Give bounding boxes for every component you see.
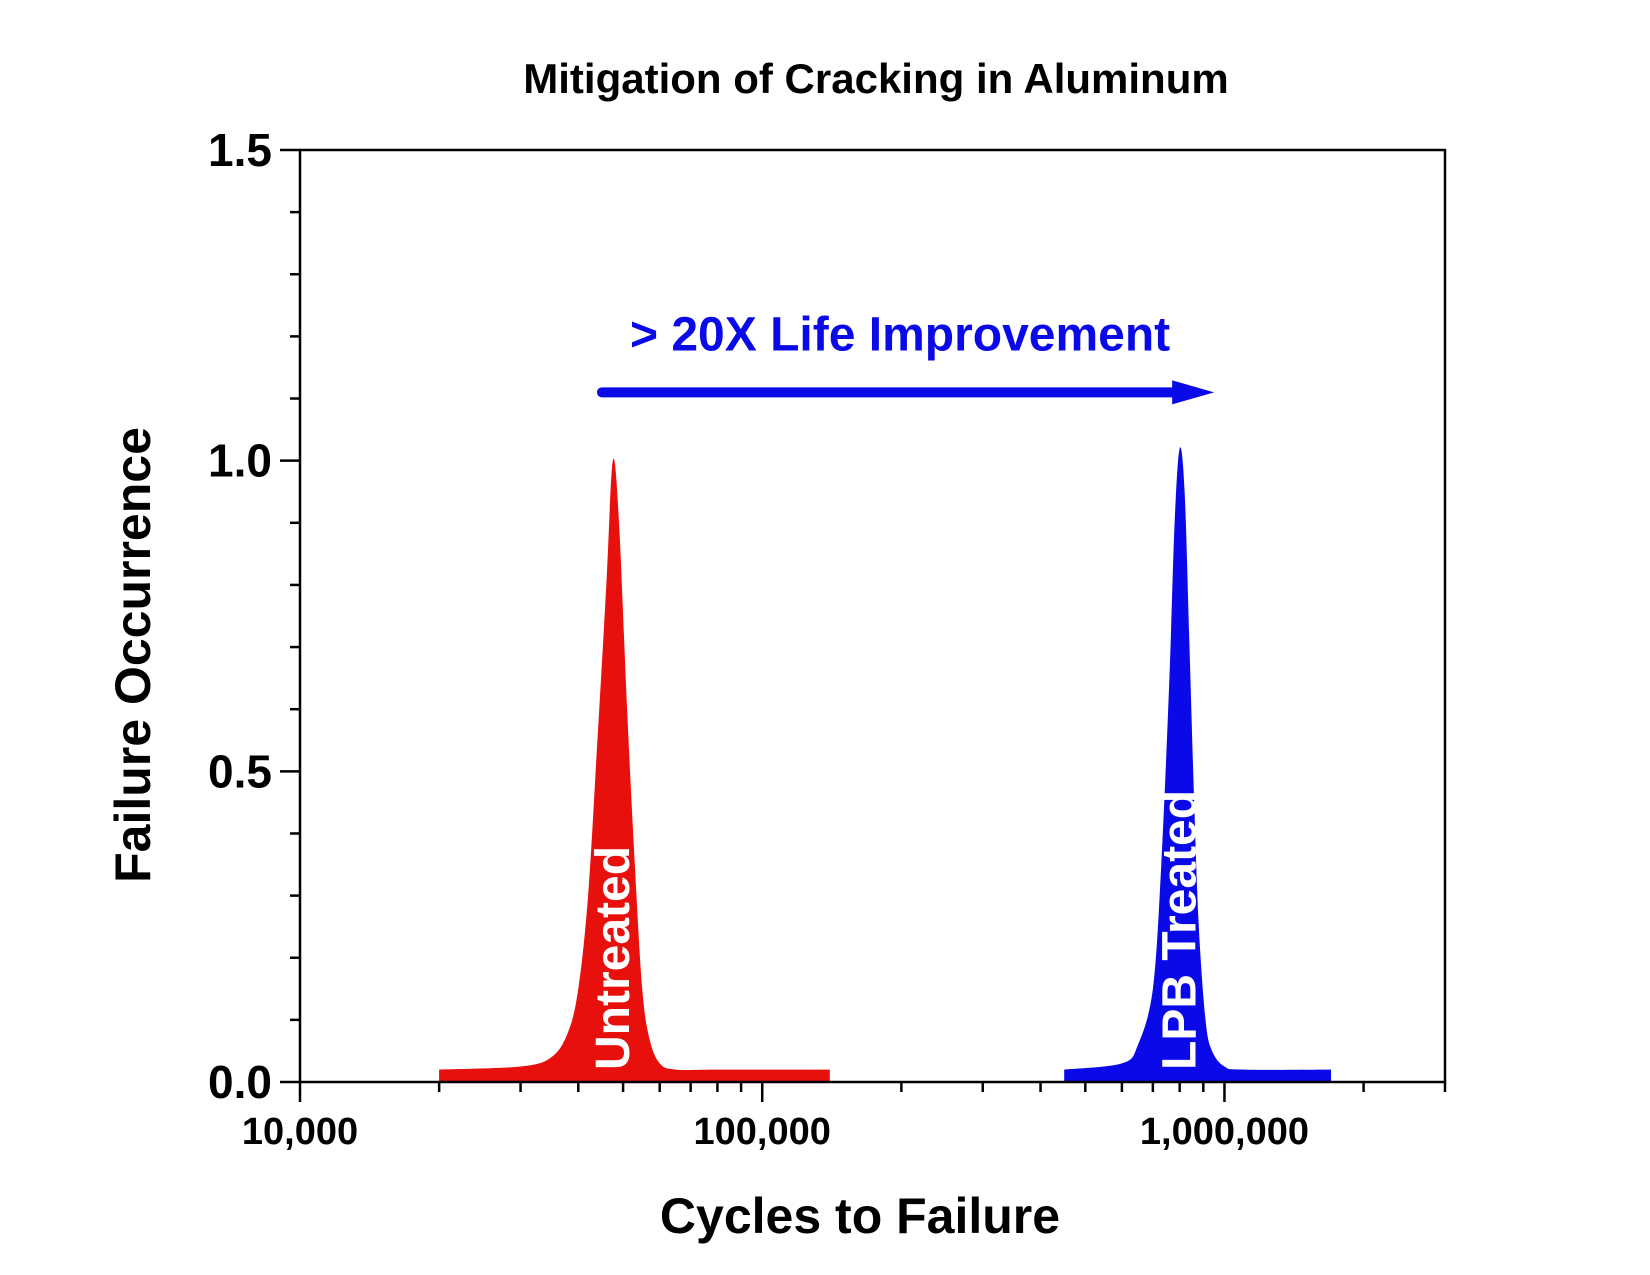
- y-tick-label: 0.5: [208, 745, 272, 797]
- chart-title: Mitigation of Cracking in Aluminum: [523, 55, 1228, 102]
- series-label-2: LPB Treated: [1154, 790, 1207, 1070]
- y-tick-label: 0.0: [208, 1056, 272, 1108]
- improvement-annotation: > 20X Life Improvement: [630, 308, 1170, 361]
- series-area-1: [439, 458, 830, 1082]
- y-tick-label: 1.0: [208, 435, 272, 487]
- x-axis-label: Cycles to Failure: [660, 1188, 1060, 1244]
- improvement-arrow-head: [1172, 380, 1215, 405]
- plot-frame: [298, 148, 1447, 1084]
- annotation-group: > 20X Life Improvement: [596, 308, 1215, 405]
- x-tick-label: 1,000,000: [1140, 1111, 1309, 1153]
- axis-ticks: 0.0 0.5 1.0 1.5 10,000 100,000 1,000,000: [208, 124, 1447, 1153]
- series-label-1: Untreated: [587, 846, 640, 1070]
- y-tick-label: 1.5: [208, 124, 272, 176]
- plot-areas: Untreated LPB Treated: [439, 447, 1331, 1082]
- y-axis-label: Failure Occurrence: [105, 427, 161, 883]
- x-tick-label: 10,000: [242, 1111, 358, 1153]
- series-area-2: [1064, 447, 1331, 1082]
- x-tick-label: 100,000: [694, 1111, 831, 1153]
